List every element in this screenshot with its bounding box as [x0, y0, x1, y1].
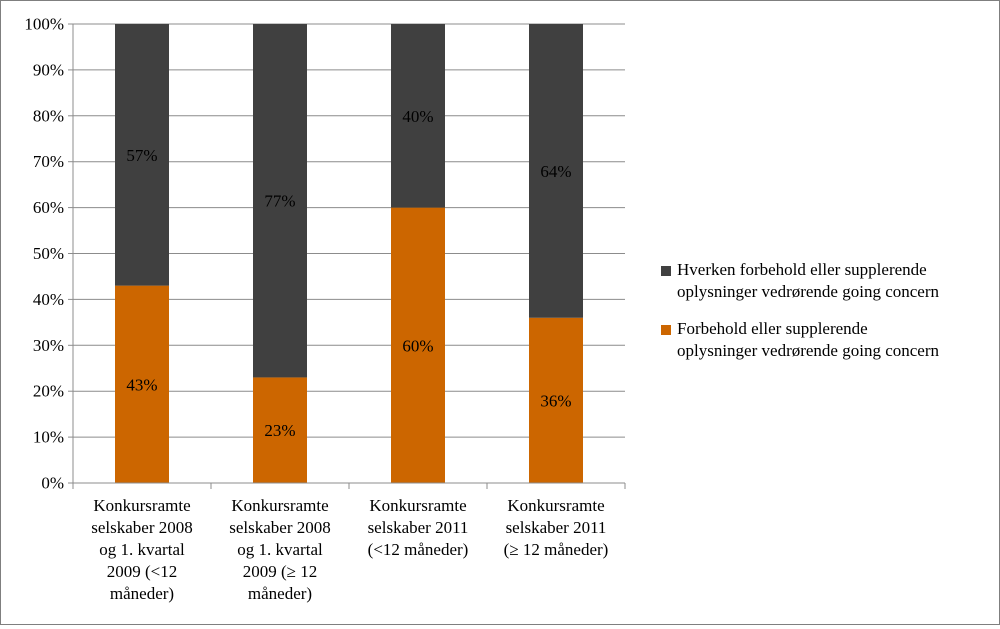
data-label: 57%	[126, 146, 157, 165]
x-tick-labels: Konkursramte selskaber 2008 og 1. kvartal 2…	[91, 496, 608, 603]
bar-segment	[529, 24, 583, 318]
bar-segment	[529, 317, 583, 483]
axes	[68, 23, 626, 489]
data-label: 23%	[264, 421, 295, 440]
data-label: 77%	[264, 192, 295, 211]
legend-swatch	[661, 325, 671, 335]
bar-segment	[115, 285, 169, 483]
bar-segment	[253, 24, 307, 378]
y-tick-label: 50%	[33, 244, 64, 263]
data-label: 60%	[402, 336, 433, 355]
y-tick-label: 20%	[33, 382, 64, 401]
legend-swatch	[661, 266, 671, 276]
legend: Hverken forbehold eller supplerende oplys…	[661, 260, 939, 360]
y-tick-label: 60%	[33, 198, 64, 217]
y-tick-label: 90%	[33, 60, 64, 79]
legend-label: Forbehold eller supplerende oplysninger v…	[677, 319, 939, 360]
y-tick-label: 30%	[33, 336, 64, 355]
bar-segment	[391, 24, 445, 208]
bar-segment	[391, 207, 445, 483]
legend-label: Hverken forbehold eller supplerende oplys…	[677, 260, 939, 301]
y-tick-label: 100%	[24, 15, 64, 34]
data-label: 64%	[540, 162, 571, 181]
y-tick-labels: 0% 10% 20% 30% 40% 50% 60% 70% 80% 90% 100%	[24, 15, 64, 493]
y-tick-label: 0%	[41, 474, 64, 493]
bar-segment	[115, 24, 169, 286]
data-labels: 43% 57% 23% 77% 60% 40% 36% 64%	[126, 107, 571, 440]
y-tick-label: 10%	[33, 428, 64, 447]
data-label: 43%	[126, 375, 157, 394]
x-tick-label: Konkursramte selskaber 2011 (≥ 12 måneder)	[504, 496, 609, 559]
x-tick-label: Konkursramte selskaber 2008 og 1. kvartal 2…	[91, 496, 193, 603]
x-tick-label: Konkursramte selskaber 2008 og 1. kvartal 2…	[229, 496, 331, 603]
x-tick-label: Konkursramte selskaber 2011 (<12 måneder)	[368, 496, 469, 559]
y-tick-label: 40%	[33, 290, 64, 309]
data-label: 40%	[402, 107, 433, 126]
y-tick-label: 80%	[33, 106, 64, 125]
bar-segment	[253, 377, 307, 483]
y-tick-label: 70%	[33, 152, 64, 171]
data-label: 36%	[540, 391, 571, 410]
bars	[115, 24, 583, 483]
